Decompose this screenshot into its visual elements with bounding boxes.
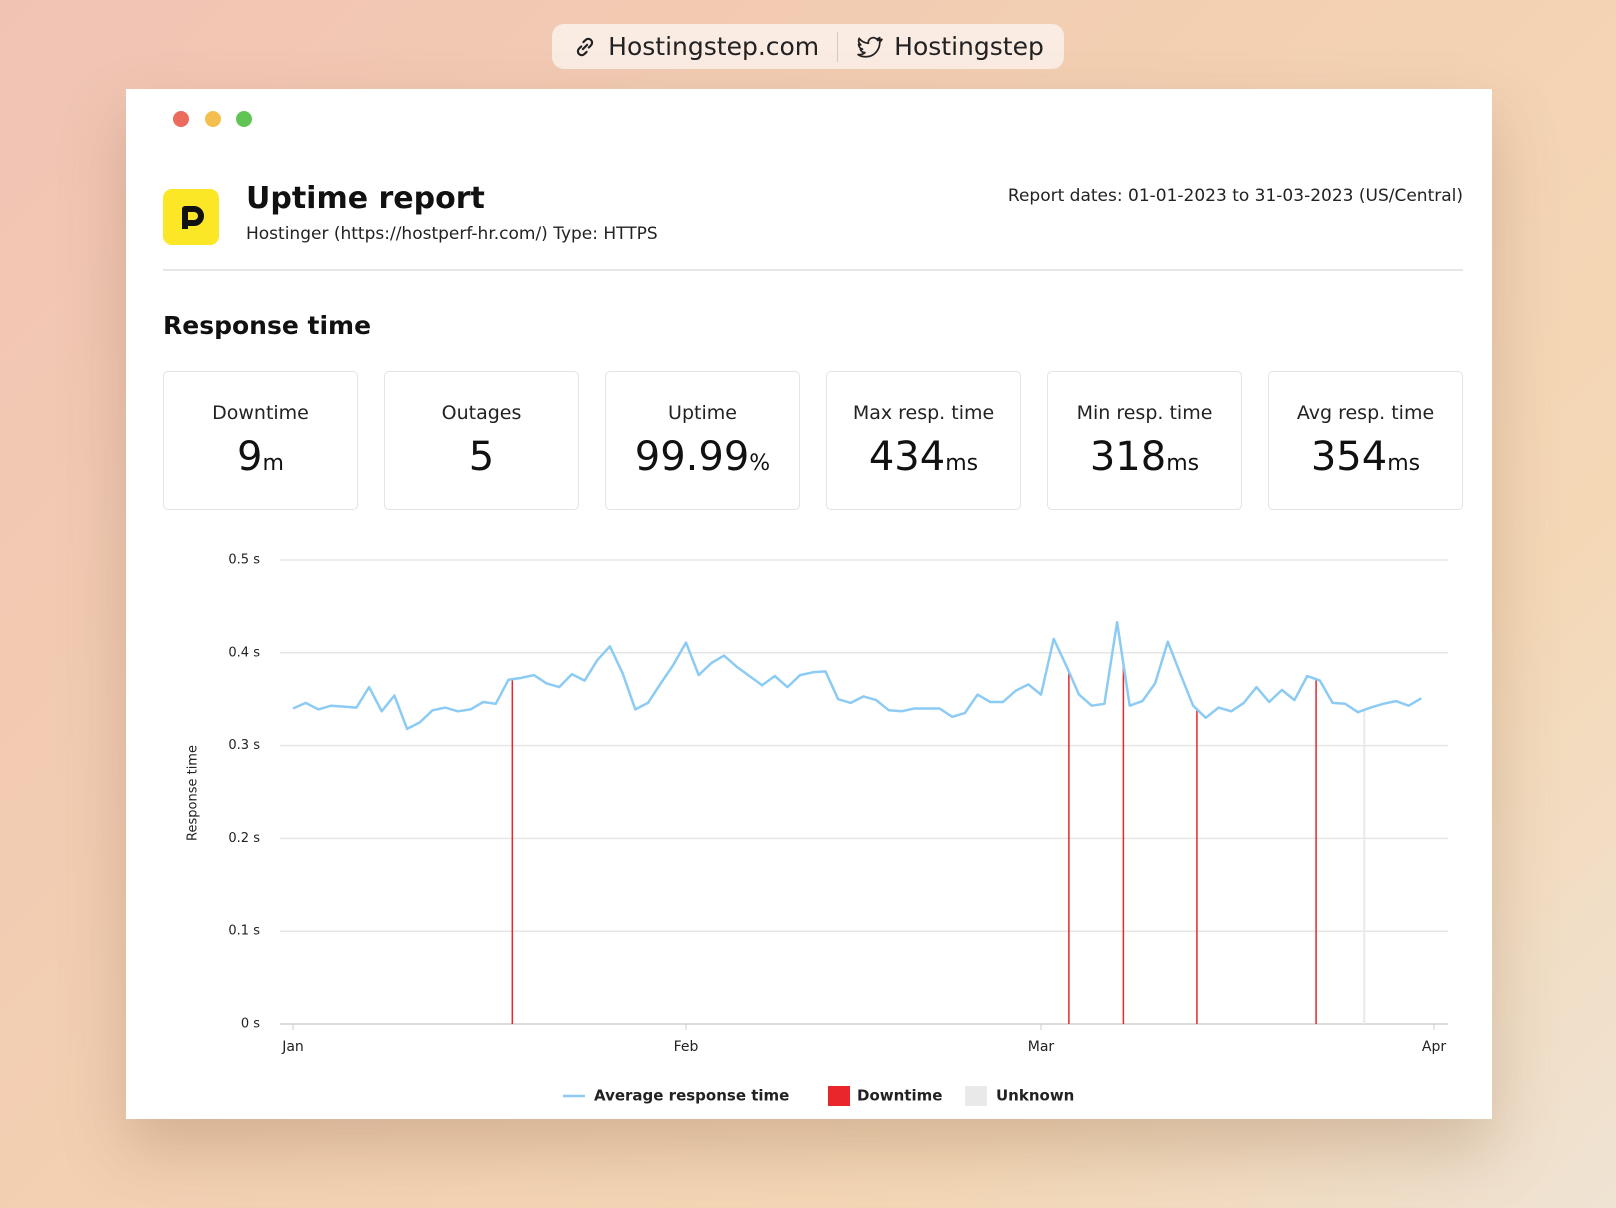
close-dot[interactable]: [173, 111, 189, 127]
separator: [837, 31, 839, 62]
legend-label: Unknown: [996, 1087, 1074, 1105]
x-tick-label: Feb: [674, 1039, 699, 1055]
divider: [163, 269, 1463, 271]
stat-cards: Downtime 9m Outages 5 Uptime 99.99% Max resp. …: [163, 371, 1463, 510]
y-tick-label: 0.1 s: [228, 924, 260, 939]
stat-card: Uptime 99.99%: [605, 371, 800, 510]
stat-label: Max resp. time: [852, 402, 995, 424]
y-tick-label: 0.2 s: [228, 831, 260, 846]
stat-unit: ms: [945, 451, 979, 476]
stat-value-row: 318ms: [1048, 434, 1241, 480]
link-icon: [577, 37, 594, 56]
site-link[interactable]: Hostingstep.com: [608, 32, 820, 61]
stat-card: Min resp. time 318ms: [1047, 371, 1242, 510]
legend-swatch: [965, 1086, 987, 1106]
logo-glyph: [182, 206, 204, 229]
y-tick-label: 0.4 s: [228, 645, 260, 660]
stat-label: Uptime: [668, 402, 737, 424]
stat-value-row: 354ms: [1269, 434, 1462, 480]
stat-value: 434: [868, 434, 946, 480]
legend-label: Average response time: [594, 1087, 789, 1105]
y-tick-label: 0.3 s: [228, 738, 260, 753]
report-dates: Report dates: 01-01-2023 to 31-03-2023 (…: [1007, 186, 1463, 206]
stat-card: Avg resp. time 354ms: [1268, 371, 1463, 510]
stat-card: Downtime 9m: [163, 371, 358, 510]
stat-label: Downtime: [212, 402, 309, 424]
logo: [163, 189, 219, 245]
report-subtitle: Hostinger (https://hostperf-hr.com/) Typ…: [246, 224, 658, 244]
stat-card: Max resp. time 434ms: [826, 371, 1021, 510]
stat-value-row: 5: [385, 434, 578, 480]
y-tick-label: 0.5 s: [228, 553, 260, 568]
stat-unit: %: [749, 451, 771, 476]
stat-label: Min resp. time: [1076, 402, 1213, 424]
y-axis-label: Response time: [186, 745, 201, 841]
series-line: [292, 620, 1422, 731]
stat-value: 318: [1089, 434, 1167, 480]
twitter-link[interactable]: Hostingstep: [894, 32, 1044, 61]
stat-unit: ms: [1387, 451, 1421, 476]
stat-card: Outages 5: [384, 371, 579, 510]
stat-unit: ms: [1166, 451, 1200, 476]
stat-label: Avg resp. time: [1296, 402, 1435, 424]
x-tick-label: Apr: [1422, 1039, 1446, 1055]
minimize-dot[interactable]: [205, 111, 221, 127]
section-title: Response time: [163, 311, 372, 340]
stat-value: 9: [237, 434, 263, 480]
x-tick-label: Jan: [281, 1039, 304, 1055]
report-window: Uptime report Hostinger (https://hostper…: [126, 89, 1492, 1119]
legend-swatch: [828, 1086, 850, 1106]
y-tick-label: 0 s: [241, 1017, 260, 1032]
maximize-dot[interactable]: [236, 111, 252, 127]
stat-unit: m: [262, 451, 284, 476]
legend-label: Downtime: [857, 1087, 942, 1105]
stat-value: 354: [1310, 434, 1388, 480]
report-title: Uptime report: [246, 181, 485, 216]
x-tick-label: Mar: [1028, 1039, 1055, 1055]
stat-value: 5: [468, 434, 495, 480]
bird-icon: [857, 36, 883, 58]
top-bar: Hostingstep.com Hostingstep: [552, 24, 1064, 69]
stat-value-row: 9m: [164, 434, 357, 480]
stat-label: Outages: [441, 402, 522, 424]
stat-value: 99.99: [634, 434, 750, 480]
stat-value-row: 434ms: [827, 434, 1020, 480]
stat-value-row: 99.99%: [606, 434, 799, 480]
